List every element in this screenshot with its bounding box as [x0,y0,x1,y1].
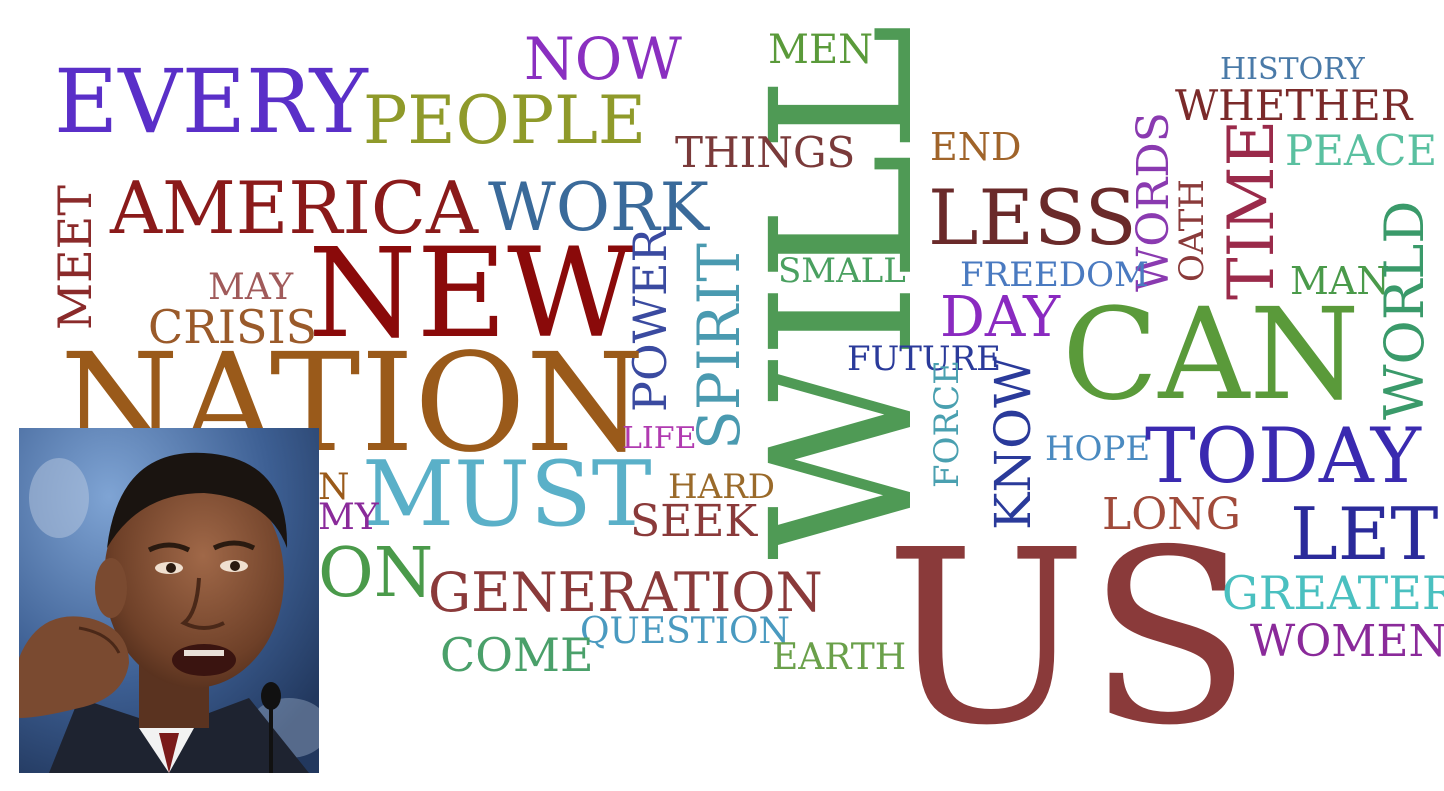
word-let: LET [1290,492,1439,576]
word-greater: GREATER [1222,566,1444,620]
word-freedom: FREEDOM [960,255,1149,295]
word-now: NOW [524,25,682,93]
word-whether: WHETHER [1175,81,1413,130]
word-oath: OATH [1172,179,1212,282]
word-us: US [885,498,1252,778]
word-people: PEOPLE [363,82,647,159]
word-history: HISTORY [1220,52,1365,87]
word-long: LONG [1102,489,1241,540]
word-must: MUST [362,442,652,547]
word-new: NEW [308,222,635,366]
word-meet: MEET [48,185,102,330]
word-come: COME [440,628,594,682]
word-women: WOMEN [1250,616,1444,667]
word-things: THINGS [675,128,856,177]
word-spirit: SPIRIT [685,243,753,450]
word-may: MAY [208,267,294,308]
word-hard: HARD [668,467,776,507]
word-men: MEN [768,27,874,73]
word-end: END [930,125,1022,169]
word-every: EVERY [54,50,368,153]
word-can: CAN [1062,281,1360,428]
word-work: WORK [488,169,709,246]
word-force: FORCE [927,360,967,488]
word-question: QUESTION [580,611,791,652]
word-man: MAN [1290,259,1390,303]
word-small: SMALL [778,251,906,291]
word-earth: EARTH [772,637,907,678]
word-today: TODAY [1145,411,1421,500]
word-world: WORLD [1373,200,1436,420]
word-life: LIFE [622,421,697,456]
word-america: AMERICA [110,166,479,250]
speaker-photo [19,428,319,773]
word-hope: HOPE [1045,429,1151,469]
word-day: DAY [940,285,1061,350]
word-fragment-n: N [318,467,350,508]
word-less: LESS [928,173,1137,262]
word-peace: PEACE [1285,126,1438,175]
word-fragment-my: MY [318,497,379,538]
word-seek: SEEK [630,496,758,547]
word-fragment-on: ON [318,534,434,613]
word-time: TIME [1215,119,1289,300]
word-future: FUTURE [847,339,1001,379]
word-generation: GENERATION [428,561,823,624]
word-crisis: CRISIS [148,300,318,354]
